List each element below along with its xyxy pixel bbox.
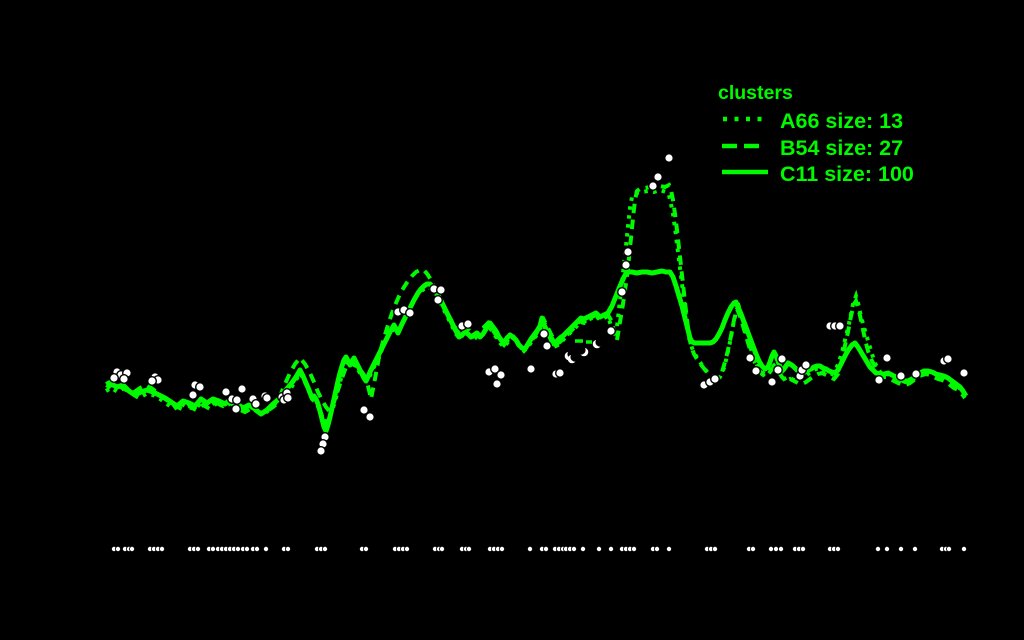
svg-text:B54 size: 27: B54 size: 27 bbox=[780, 136, 903, 160]
svg-text:C11 size: 100: C11 size: 100 bbox=[780, 162, 914, 186]
svg-text:A66 size: 13: A66 size: 13 bbox=[780, 109, 903, 133]
svg-text:clusters: clusters bbox=[718, 82, 793, 104]
